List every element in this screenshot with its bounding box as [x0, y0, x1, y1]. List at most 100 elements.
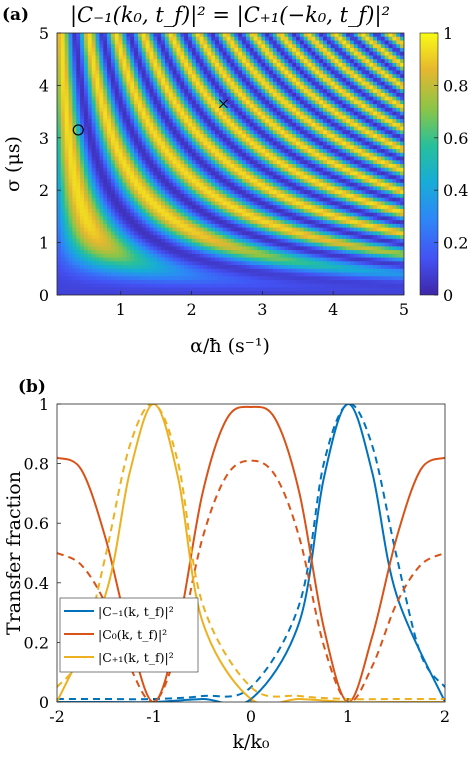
heatmap-cell	[164, 242, 170, 247]
heatmap-cell	[288, 74, 293, 79]
heatmap-cell	[234, 283, 239, 289]
heatmap-cell	[180, 220, 185, 225]
heatmap-cell	[296, 287, 301, 292]
heatmap-cell	[191, 265, 197, 270]
heatmap-cell	[323, 197, 328, 203]
heatmap-cell	[323, 190, 328, 195]
heatmap-cell	[330, 66, 336, 72]
heatmap-cell	[276, 62, 282, 68]
heatmap-cell	[226, 167, 232, 173]
heatmap-cell	[230, 167, 235, 173]
heatmap-cell	[76, 40, 81, 45]
heatmap-cell	[218, 81, 224, 86]
heatmap-cell	[269, 100, 274, 105]
heatmap-cell	[315, 126, 320, 131]
heatmap-cell	[311, 47, 316, 53]
heatmap-cell	[319, 190, 324, 195]
heatmap-cell	[238, 164, 243, 169]
heatmap-cell	[265, 223, 270, 229]
heatmap-cell	[149, 96, 154, 101]
heatmap-cell	[87, 242, 93, 247]
heatmap-cell	[323, 201, 328, 206]
heatmap-cell	[126, 167, 131, 173]
heatmap-cell	[107, 227, 112, 232]
heatmap-cell	[172, 70, 178, 75]
heatmap-cell	[122, 276, 127, 281]
heatmap-cell	[326, 164, 332, 169]
heatmap-cell	[118, 81, 124, 86]
heatmap-cell	[72, 164, 77, 169]
heatmap-cell	[284, 160, 289, 165]
heatmap-cell	[57, 55, 62, 60]
heatmap-cell	[207, 220, 212, 225]
heatmap-cell	[299, 44, 305, 49]
heatmap-cell	[261, 156, 266, 161]
heatmap-cell	[57, 261, 62, 266]
heatmap-cell	[211, 152, 216, 158]
heatmap-cell	[60, 77, 66, 83]
heatmap-cell	[211, 246, 216, 251]
heatmap-cell	[180, 276, 185, 281]
heatmap-cell	[103, 74, 108, 79]
heatmap-cell	[230, 111, 235, 116]
heatmap-cell	[272, 62, 278, 68]
heatmap-cell	[145, 44, 151, 49]
heatmap-cell	[261, 242, 266, 247]
heatmap-cell	[161, 137, 166, 143]
heatmap-cell	[134, 287, 139, 292]
heatmap-cell	[222, 96, 228, 101]
heatmap-cell	[83, 59, 89, 64]
heatmap-cell	[126, 55, 131, 60]
heatmap-cell	[168, 257, 174, 262]
heatmap-cell	[57, 104, 62, 109]
heatmap-cell	[137, 182, 143, 188]
heatmap-cell	[126, 276, 131, 281]
heatmap-cell	[269, 59, 274, 64]
heatmap-cell	[272, 257, 278, 262]
heatmap-cell	[261, 287, 266, 292]
heatmap-cell	[199, 40, 205, 45]
heatmap-cell	[303, 167, 309, 173]
heatmap-cell	[95, 250, 101, 255]
heatmap-cell	[60, 227, 66, 232]
heatmap-cell	[126, 126, 131, 131]
heatmap-cell	[199, 70, 205, 75]
heatmap-cell	[153, 197, 158, 203]
heatmap-cell	[292, 197, 297, 203]
heatmap-cell	[218, 171, 224, 176]
heatmap-cell	[76, 126, 81, 131]
heatmap-cell	[153, 137, 158, 143]
heatmap-cell	[299, 126, 305, 131]
heatmap-cell	[76, 156, 81, 161]
heatmap-cell	[57, 111, 62, 116]
heatmap-cell	[91, 220, 97, 225]
heatmap-cell	[272, 85, 278, 90]
heatmap-cell	[57, 223, 62, 229]
heatmap-cell	[87, 55, 93, 60]
heatmap-cell	[249, 246, 255, 251]
heatmap-cell	[164, 283, 170, 289]
heatmap-cell	[145, 96, 151, 101]
heatmap-cell	[68, 134, 74, 139]
heatmap-cell	[207, 205, 212, 210]
heatmap-cell	[215, 47, 220, 53]
heatmap-cell	[103, 265, 108, 270]
heatmap-cell	[191, 119, 197, 124]
heatmap-cell	[222, 92, 228, 98]
heatmap-cell	[207, 126, 212, 131]
heatmap-cell	[226, 283, 232, 289]
heatmap-cell	[234, 104, 239, 109]
heatmap-cell	[326, 220, 332, 225]
heatmap-cell	[184, 201, 189, 206]
heatmap-cell	[303, 160, 309, 165]
heatmap-cell	[95, 186, 101, 191]
heatmap-cell	[72, 141, 77, 146]
heatmap-cell	[172, 201, 178, 206]
heatmap-cell	[292, 62, 297, 68]
heatmap-cell	[176, 89, 181, 94]
heatmap-cell	[288, 104, 293, 109]
heatmap-cell	[249, 242, 255, 247]
heatmap-cell	[245, 137, 251, 143]
heatmap-cell	[180, 66, 185, 72]
heatmap-cell	[319, 149, 324, 154]
